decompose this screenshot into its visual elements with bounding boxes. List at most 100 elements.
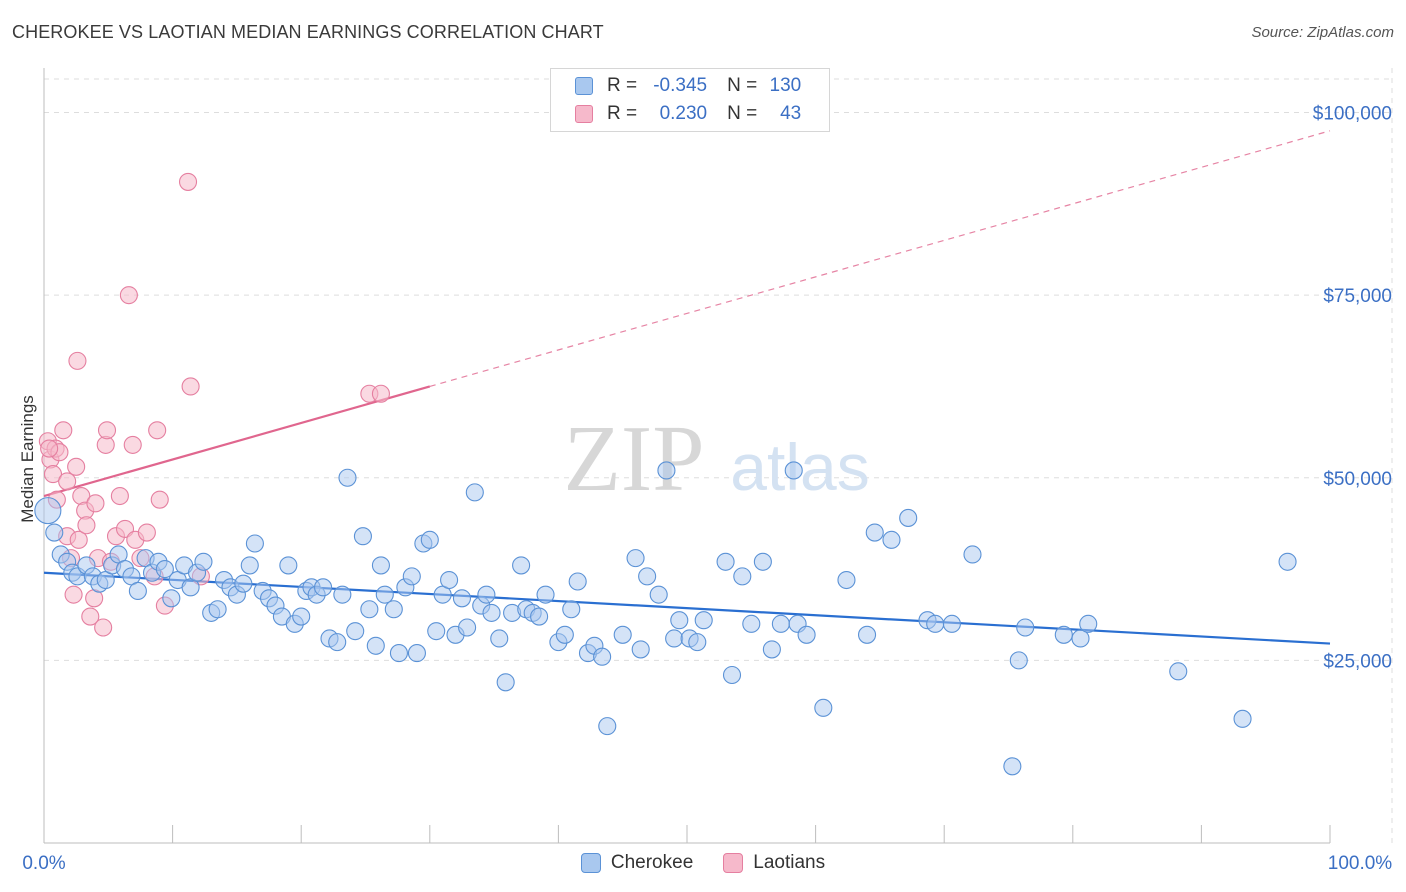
legend-item-laotians: Laotians [723, 852, 825, 874]
laotians-point-25 [110, 486, 129, 506]
laotians-legend-swatch [723, 853, 744, 873]
laotians-trend-line [43, 385, 431, 498]
cherokee-point-85 [593, 647, 612, 666]
cherokee-point-53 [375, 585, 394, 604]
cherokee-point-26 [208, 600, 227, 619]
stats-legend: R = -0.345 N = 130 R = 0.230 N = 43 [550, 68, 830, 132]
source-credit: Source: ZipAtlas.com [1251, 24, 1394, 41]
cherokee-point-47 [338, 468, 357, 487]
cherokee-point-94 [670, 611, 689, 630]
cherokee-point-77 [530, 607, 549, 626]
laotians-swatch [575, 105, 593, 123]
laotians-point-34 [150, 490, 169, 509]
cherokee-point-119 [1009, 651, 1028, 670]
cherokee-point-74 [512, 556, 531, 575]
cherokee-point-54 [384, 600, 403, 619]
cherokee-point-82 [568, 572, 587, 591]
cherokee-swatch [575, 77, 593, 95]
laotians-point-15 [77, 516, 96, 535]
cherokee-point-51 [366, 636, 385, 655]
cherokee-point-101 [742, 614, 761, 633]
cherokee-point-120 [1016, 618, 1035, 637]
cherokee-point-72 [496, 673, 515, 692]
cherokee-point-39 [292, 607, 311, 626]
legend-row-cherokee: R = -0.345 N = 130 [575, 73, 801, 99]
watermark-zip: ZIP [564, 407, 705, 511]
laotians-point-40 [371, 384, 390, 403]
cherokee-point-123 [1079, 614, 1098, 633]
cherokee-point-52 [371, 556, 390, 575]
cherokee-point-46 [333, 585, 352, 604]
cherokee-point-110 [857, 625, 877, 644]
cherokee-r-value: -0.345 [653, 75, 708, 96]
cherokee-point-126 [1278, 552, 1297, 571]
laotians-point-12 [69, 530, 88, 549]
cherokee-point-91 [649, 585, 668, 604]
laotians-point-20 [94, 618, 113, 637]
y-tick-label-0: $25,000 [1323, 651, 1392, 672]
cherokee-point-108 [814, 698, 833, 717]
laotians-point-27 [119, 286, 138, 305]
cherokee-point-48 [346, 622, 365, 641]
cherokee-point-92 [657, 461, 676, 480]
laotians-point-22 [97, 421, 117, 440]
laotians-point-2 [43, 465, 63, 484]
cherokee-point-43 [314, 578, 333, 597]
cherokee-point-124 [1169, 662, 1188, 681]
cherokee-point-116 [942, 614, 961, 633]
cherokee-point-88 [626, 549, 645, 568]
laotians-r-value: 0.230 [659, 103, 708, 124]
cherokee-point-102 [753, 552, 772, 571]
cherokee-point-121 [1054, 625, 1073, 644]
cherokee-n-label: N = [727, 75, 758, 96]
laotians-point-18 [86, 494, 105, 513]
cherokee-point-58 [407, 644, 426, 663]
laotians-point-33 [148, 421, 167, 440]
series-legend: Cherokee Laotians [0, 852, 1406, 874]
cherokee-point-30 [234, 574, 253, 593]
cherokee-point-14 [128, 581, 147, 601]
cherokee-point-112 [882, 530, 901, 549]
cherokee-point-61 [427, 622, 446, 641]
cherokee-point-118 [1003, 757, 1022, 776]
cherokee-point-19 [162, 589, 181, 608]
cherokee-point-93 [665, 629, 684, 648]
cherokee-point-32 [245, 534, 264, 553]
cherokee-point-49 [353, 527, 372, 546]
cherokee-point-89 [631, 640, 650, 659]
cherokee-point-65 [452, 589, 472, 608]
cherokee-point-70 [482, 603, 501, 622]
cherokee-point-125 [1233, 709, 1252, 728]
cherokee-point-67 [465, 483, 484, 502]
cherokee-point-100 [733, 567, 752, 586]
laotians-point-10 [67, 457, 86, 476]
cherokee-point-18 [155, 560, 174, 579]
cherokee-point-111 [865, 523, 884, 542]
cherokee-point-115 [926, 614, 945, 633]
cherokee-legend-label: Cherokee [610, 852, 694, 873]
chart-title: CHEROKEE VS LAOTIAN MEDIAN EARNINGS CORR… [12, 22, 604, 42]
laotians-point-28 [123, 435, 142, 454]
cherokee-point-80 [555, 625, 574, 644]
cherokee-point-37 [279, 556, 298, 575]
cherokee-point-60 [420, 530, 439, 549]
y-tick-label-2: $75,000 [1323, 286, 1392, 307]
laotians-point-41 [40, 439, 59, 458]
x-tick-label-1: 100.0% [1328, 853, 1393, 874]
watermark: ZIP atlas [564, 407, 870, 511]
cherokee-point-96 [688, 633, 707, 652]
laotians-point-31 [137, 523, 156, 542]
laotians-n-label: N = [727, 103, 758, 124]
gridlines [44, 68, 1393, 843]
cherokee-point-1 [45, 523, 64, 542]
cherokee-point-50 [360, 600, 379, 619]
cherokee-point-113 [899, 508, 918, 527]
cherokee-point-97 [694, 611, 713, 630]
cherokee-point-98 [716, 552, 735, 571]
laotians-point-9 [64, 585, 83, 604]
x-tick-label-0: 0.0% [22, 853, 65, 874]
cherokee-point-0 [34, 497, 62, 525]
laotians-point-36 [178, 172, 198, 191]
tick-labels: $25,000 $50,000 $75,000 $100,000 0.0% 100.0% [22, 104, 1392, 874]
